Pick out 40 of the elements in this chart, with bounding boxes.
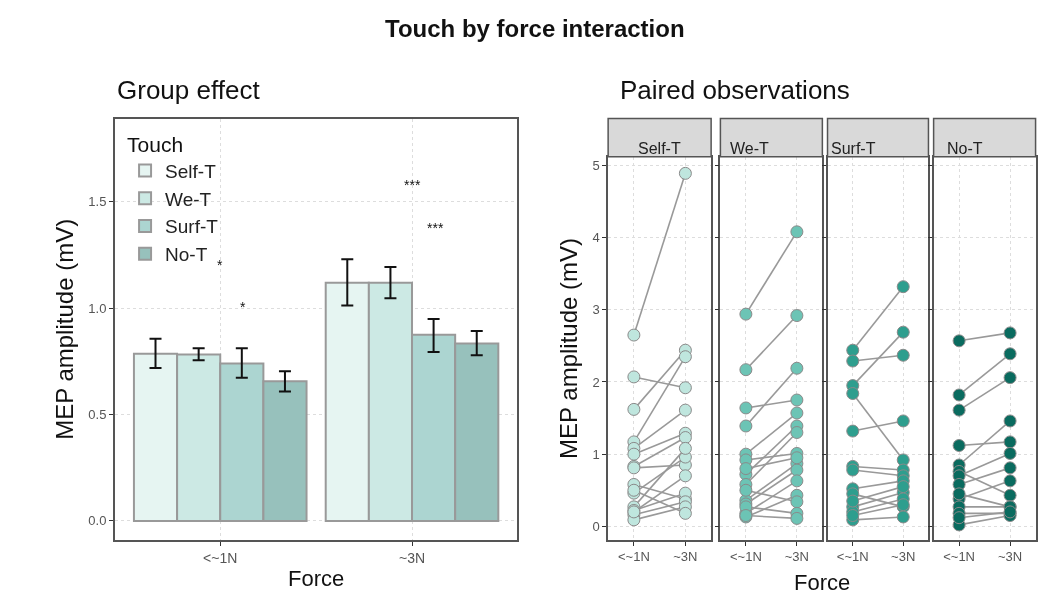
- y-axis-title: MEP amplitude (mV): [50, 218, 78, 440]
- y-tick-label: 4: [592, 230, 600, 246]
- y-tick-label: 5: [592, 157, 600, 173]
- text: Touch by force interaction: [385, 15, 685, 42]
- x-axis-title: Force: [794, 570, 851, 595]
- legend-label: We-T: [165, 188, 212, 210]
- y-tick-label: 1.0: [88, 300, 107, 316]
- annotation: *: [240, 299, 246, 315]
- x-tick-label: ~3N: [398, 549, 426, 566]
- legend-label: No-T: [165, 244, 208, 266]
- x-axis-title: Force: [288, 566, 345, 592]
- y-tick-label: 2: [592, 374, 600, 390]
- legend-label: Self-T: [165, 161, 217, 183]
- y-tick-label: 1.5: [88, 194, 107, 210]
- legend-label: Surf-T: [165, 216, 219, 238]
- y-tick-label: 0: [592, 518, 600, 534]
- x-tick-label: <~1N: [729, 549, 762, 565]
- y-tick-label: 0.0: [88, 513, 107, 529]
- y-tick-label: 3: [592, 302, 600, 318]
- y-tick-label: 1: [592, 446, 600, 462]
- annotation: ***: [427, 220, 444, 236]
- x-tick-label: ~3N: [673, 549, 698, 565]
- chart-title: Self-T: [638, 140, 681, 157]
- x-tick-label: ~3N: [997, 549, 1023, 565]
- legend-title: Touch: [127, 132, 184, 156]
- x-tick-label: <~1N: [617, 549, 650, 565]
- chart-title: We-T: [730, 140, 770, 157]
- y-axis-title: MEP amplitude (mV): [555, 237, 583, 459]
- annotation: ***: [404, 177, 421, 193]
- chart-title: Surf-T: [831, 140, 876, 157]
- annotation: *: [217, 257, 223, 273]
- x-tick-label: <~1N: [943, 549, 976, 565]
- x-tick-label: <~1N: [836, 549, 869, 565]
- x-tick-label: <~1N: [203, 549, 238, 566]
- text: Paired observations: [620, 75, 850, 105]
- x-tick-label: ~3N: [891, 549, 916, 565]
- x-tick-label: ~3N: [784, 549, 809, 565]
- chart-title: No-T: [947, 140, 983, 157]
- y-tick-label: 0.5: [88, 407, 107, 423]
- chart-title: Group effect: [117, 75, 261, 105]
